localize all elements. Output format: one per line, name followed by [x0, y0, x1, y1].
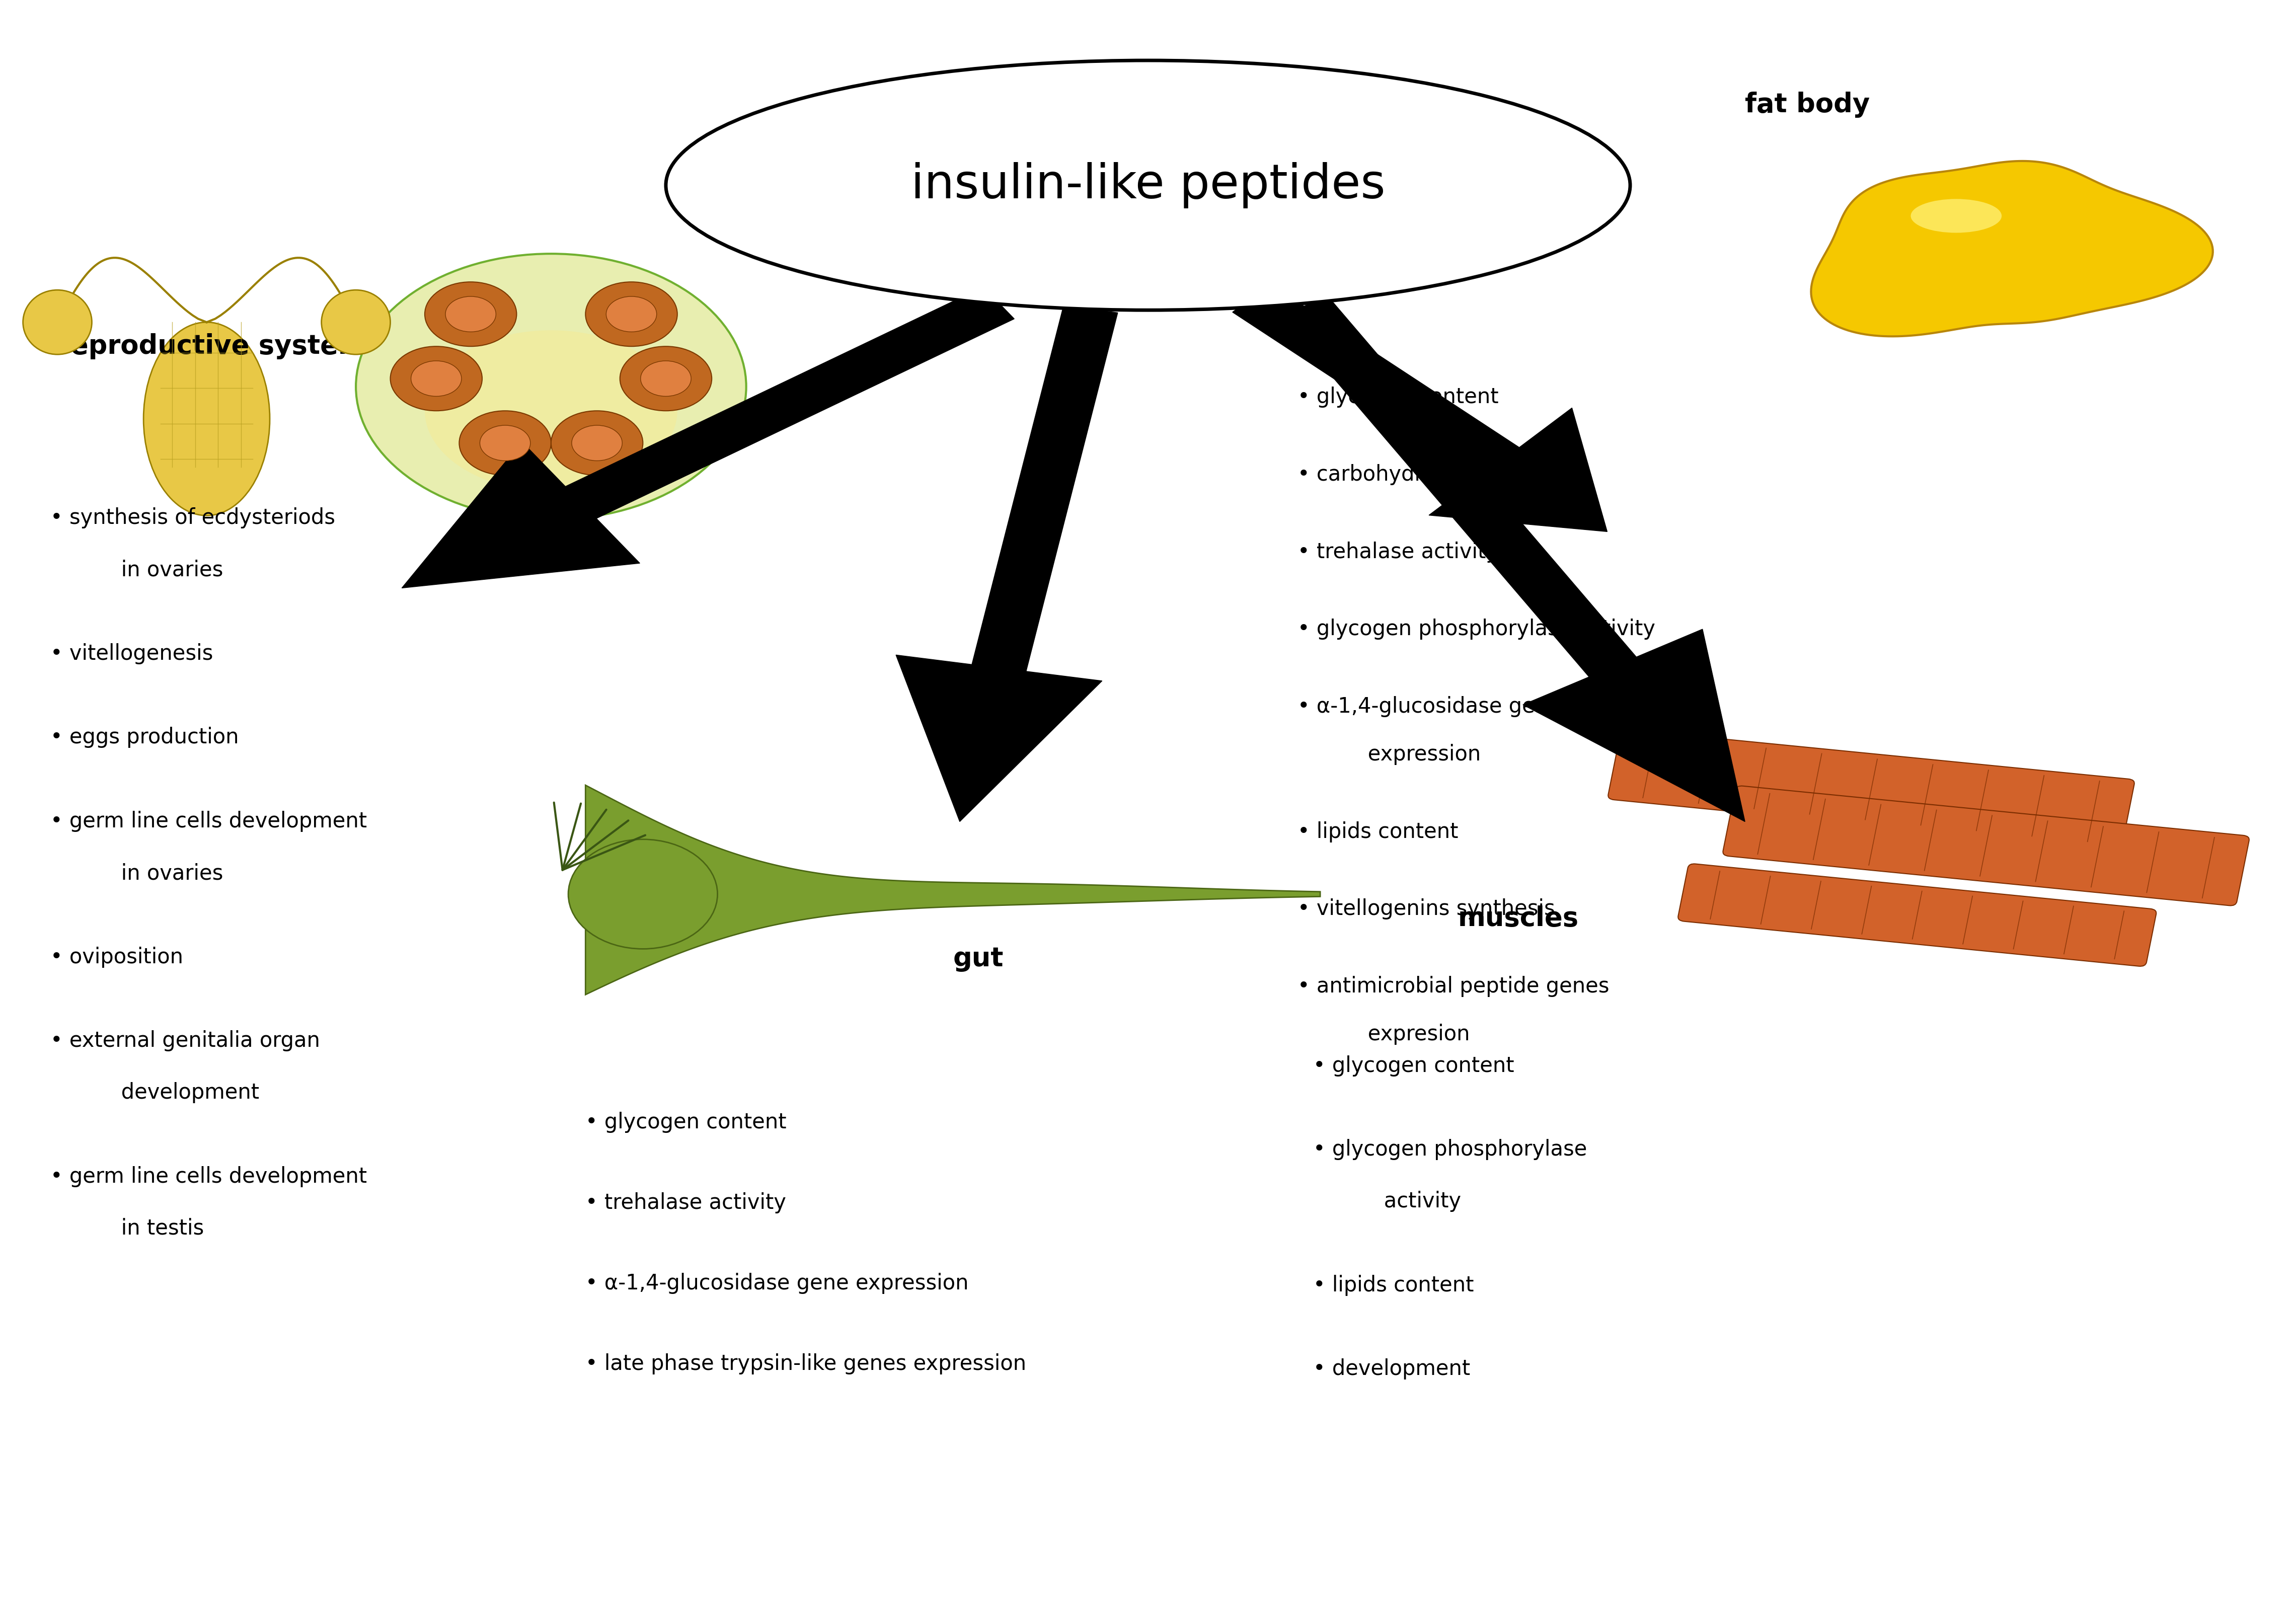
Ellipse shape: [321, 290, 390, 354]
Text: gut: gut: [953, 946, 1003, 971]
Ellipse shape: [425, 330, 677, 491]
Text: • germ line cells development: • germ line cells development: [51, 810, 367, 831]
Ellipse shape: [666, 60, 1630, 309]
Text: in ovaries: in ovaries: [101, 862, 223, 884]
Text: • antimicrobial peptide genes: • antimicrobial peptide genes: [1297, 976, 1609, 997]
Ellipse shape: [569, 839, 719, 949]
Ellipse shape: [620, 346, 712, 411]
Text: in ovaries: in ovaries: [101, 559, 223, 580]
Text: • vitellogenins synthesis: • vitellogenins synthesis: [1297, 899, 1554, 920]
Text: expression: expression: [1348, 744, 1481, 765]
FancyBboxPatch shape: [1678, 863, 2156, 967]
Text: insulin-like peptides: insulin-like peptides: [912, 163, 1384, 208]
Ellipse shape: [142, 322, 271, 516]
Ellipse shape: [390, 346, 482, 411]
Ellipse shape: [551, 411, 643, 475]
FancyBboxPatch shape: [1607, 730, 2135, 849]
Text: expresion: expresion: [1348, 1025, 1469, 1046]
Ellipse shape: [572, 425, 622, 461]
Text: • glycogen content: • glycogen content: [1297, 387, 1499, 408]
Text: activity: activity: [1364, 1191, 1460, 1211]
Ellipse shape: [445, 296, 496, 332]
FancyArrow shape: [1281, 296, 1745, 822]
Text: reproductive system: reproductive system: [57, 333, 365, 359]
Ellipse shape: [411, 361, 461, 396]
Text: development: development: [101, 1083, 259, 1104]
Ellipse shape: [23, 290, 92, 354]
Text: • trehalase activity: • trehalase activity: [585, 1192, 785, 1213]
Text: • germ line cells development: • germ line cells development: [51, 1166, 367, 1187]
Text: • eggs production: • eggs production: [51, 727, 239, 748]
Text: • carbohydrates content: • carbohydrates content: [1297, 464, 1554, 485]
Text: • late phase trypsin-like genes expression: • late phase trypsin-like genes expressi…: [585, 1353, 1026, 1374]
Text: • development: • development: [1313, 1358, 1469, 1379]
Text: • α-1,4-glucosidase gene: • α-1,4-glucosidase gene: [1297, 696, 1561, 717]
Ellipse shape: [480, 425, 530, 461]
Text: • α-1,4-glucosidase gene expression: • α-1,4-glucosidase gene expression: [585, 1273, 969, 1294]
Text: • trehalase activity: • trehalase activity: [1297, 541, 1497, 562]
Text: • glycogen phosphorylase: • glycogen phosphorylase: [1313, 1139, 1587, 1160]
Ellipse shape: [585, 282, 677, 346]
Text: • lipids content: • lipids content: [1297, 822, 1458, 843]
FancyArrow shape: [402, 287, 1015, 588]
Polygon shape: [585, 785, 1320, 994]
Ellipse shape: [641, 361, 691, 396]
Text: • glycogen content: • glycogen content: [585, 1112, 788, 1133]
Text: • oviposition: • oviposition: [51, 946, 184, 968]
Text: muscles: muscles: [1458, 905, 1580, 931]
Polygon shape: [1812, 161, 2213, 337]
Text: • glycogen content: • glycogen content: [1313, 1055, 1515, 1076]
Text: • glycogen phosphorylase activity: • glycogen phosphorylase activity: [1297, 619, 1655, 640]
FancyBboxPatch shape: [1722, 786, 2250, 905]
Text: • vitellogenesis: • vitellogenesis: [51, 643, 214, 664]
Ellipse shape: [606, 296, 657, 332]
FancyArrow shape: [895, 306, 1118, 822]
Ellipse shape: [356, 253, 746, 520]
FancyArrow shape: [1233, 284, 1607, 532]
Text: in testis: in testis: [101, 1218, 204, 1239]
Text: • synthesis of ecdysteriods: • synthesis of ecdysteriods: [51, 507, 335, 528]
Ellipse shape: [1910, 200, 2002, 234]
Ellipse shape: [425, 282, 517, 346]
Ellipse shape: [459, 411, 551, 475]
Text: • lipids content: • lipids content: [1313, 1274, 1474, 1295]
Text: fat body: fat body: [1745, 92, 1869, 118]
Text: • external genitalia organ: • external genitalia organ: [51, 1029, 319, 1052]
